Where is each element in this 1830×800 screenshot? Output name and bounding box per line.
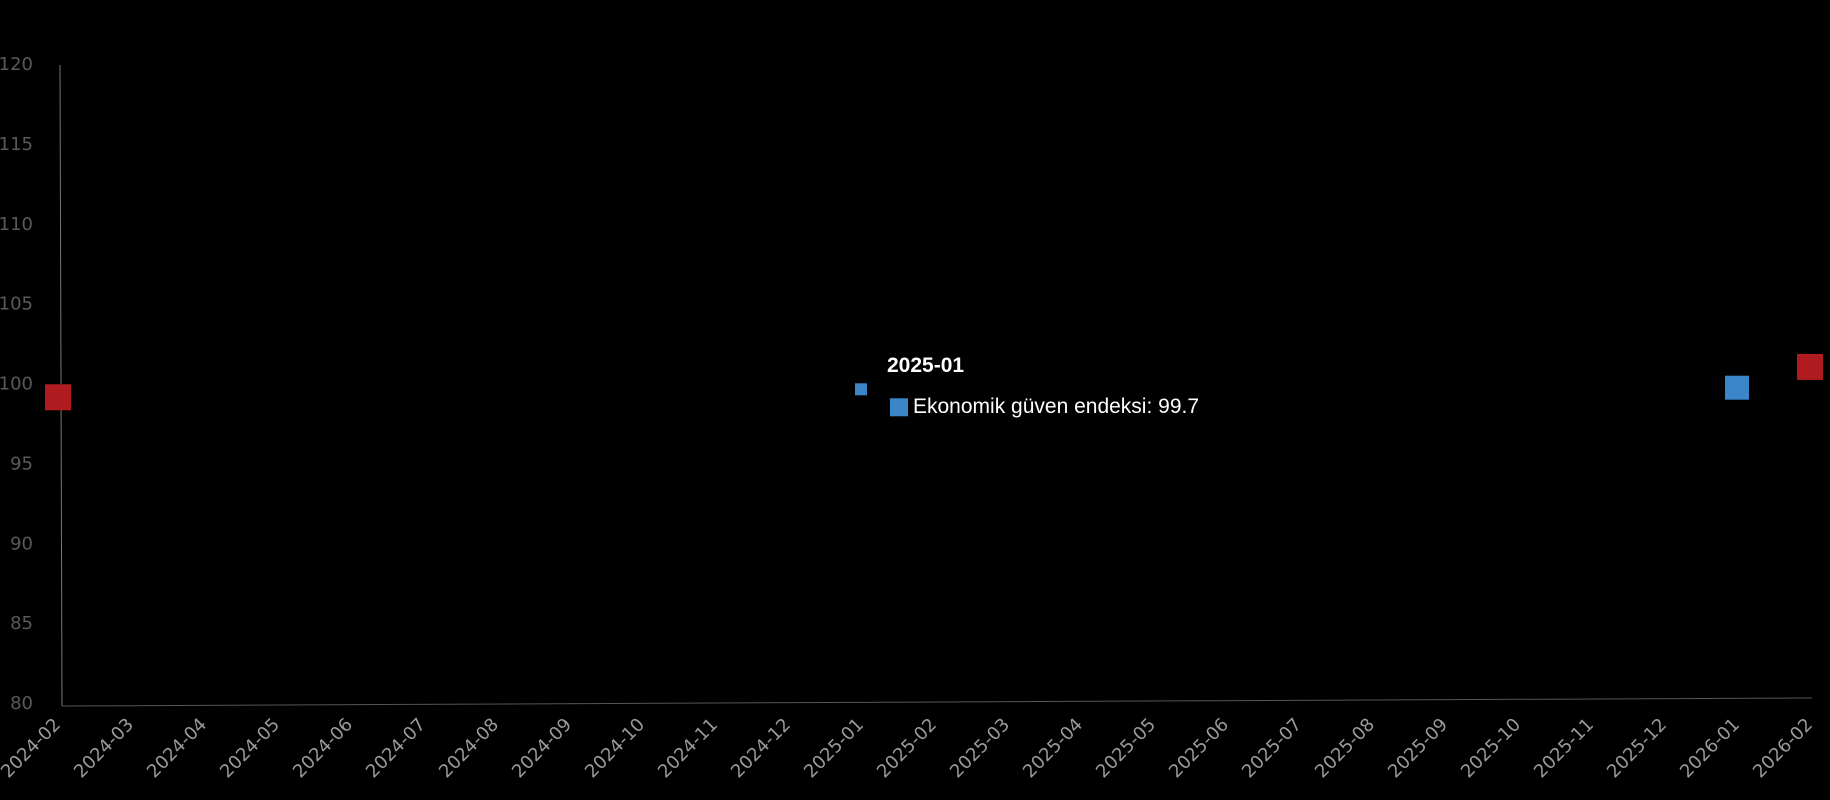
x-tick-label: 2025-06 xyxy=(1165,714,1233,782)
x-tick-label: 2024-10 xyxy=(581,714,649,782)
y-tick-label: 105 xyxy=(0,294,33,315)
x-tick-label: 2024-09 xyxy=(508,714,576,782)
x-tick-label: 2025-02 xyxy=(873,714,941,782)
y-tick-label: 95 xyxy=(10,453,33,474)
x-tick-label: 2025-08 xyxy=(1311,714,1379,782)
x-tick-label: 2024-08 xyxy=(435,714,503,782)
x-axis xyxy=(61,697,1813,707)
end-marker xyxy=(1797,353,1823,380)
y-tick-label: 85 xyxy=(10,613,33,634)
x-tick-label: 2024-06 xyxy=(289,714,357,782)
x-tick-label: 2025-03 xyxy=(946,714,1014,782)
x-tick-label: 2025-07 xyxy=(1238,714,1306,782)
end-marker xyxy=(45,384,71,411)
x-tick-label: 2026-01 xyxy=(1676,714,1744,782)
y-tick-label: 90 xyxy=(10,533,33,554)
x-tick-label: 2024-05 xyxy=(216,714,284,782)
y-tick-label: 115 xyxy=(0,134,33,155)
x-tick-label: 2025-01 xyxy=(800,714,868,782)
tooltip-title: 2025-01 xyxy=(887,354,964,377)
x-tick-label: 2024-12 xyxy=(727,714,795,782)
x-tick-label: 2025-04 xyxy=(1019,714,1087,782)
y-tick-label: 80 xyxy=(10,693,33,714)
x-tick-label: 2025-09 xyxy=(1384,714,1452,782)
x-tick-label: 2024-03 xyxy=(70,714,138,782)
x-tick-label: 2026-02 xyxy=(1749,714,1817,782)
x-tick-label: 2025-11 xyxy=(1530,714,1598,782)
tooltip-text: Ekonomik güven endeksi: 99.7 xyxy=(913,395,1199,418)
x-tick-label: 2024-07 xyxy=(362,714,430,782)
hover-marker xyxy=(855,383,867,396)
x-tick-label: 2024-02 xyxy=(0,714,65,782)
y-tick-label: 120 xyxy=(0,54,33,75)
x-tick-label: 2024-11 xyxy=(654,714,722,782)
x-tick-label: 2025-05 xyxy=(1092,714,1160,782)
x-tick-label: 2024-04 xyxy=(143,714,211,782)
y-tick-label: 110 xyxy=(0,214,33,235)
tooltip-swatch xyxy=(890,398,908,417)
y-tick-label: 100 xyxy=(0,374,33,395)
x-tick-label: 2025-12 xyxy=(1603,714,1671,782)
x-tick-label: 2025-10 xyxy=(1457,714,1525,782)
highlight-marker xyxy=(1725,375,1749,400)
